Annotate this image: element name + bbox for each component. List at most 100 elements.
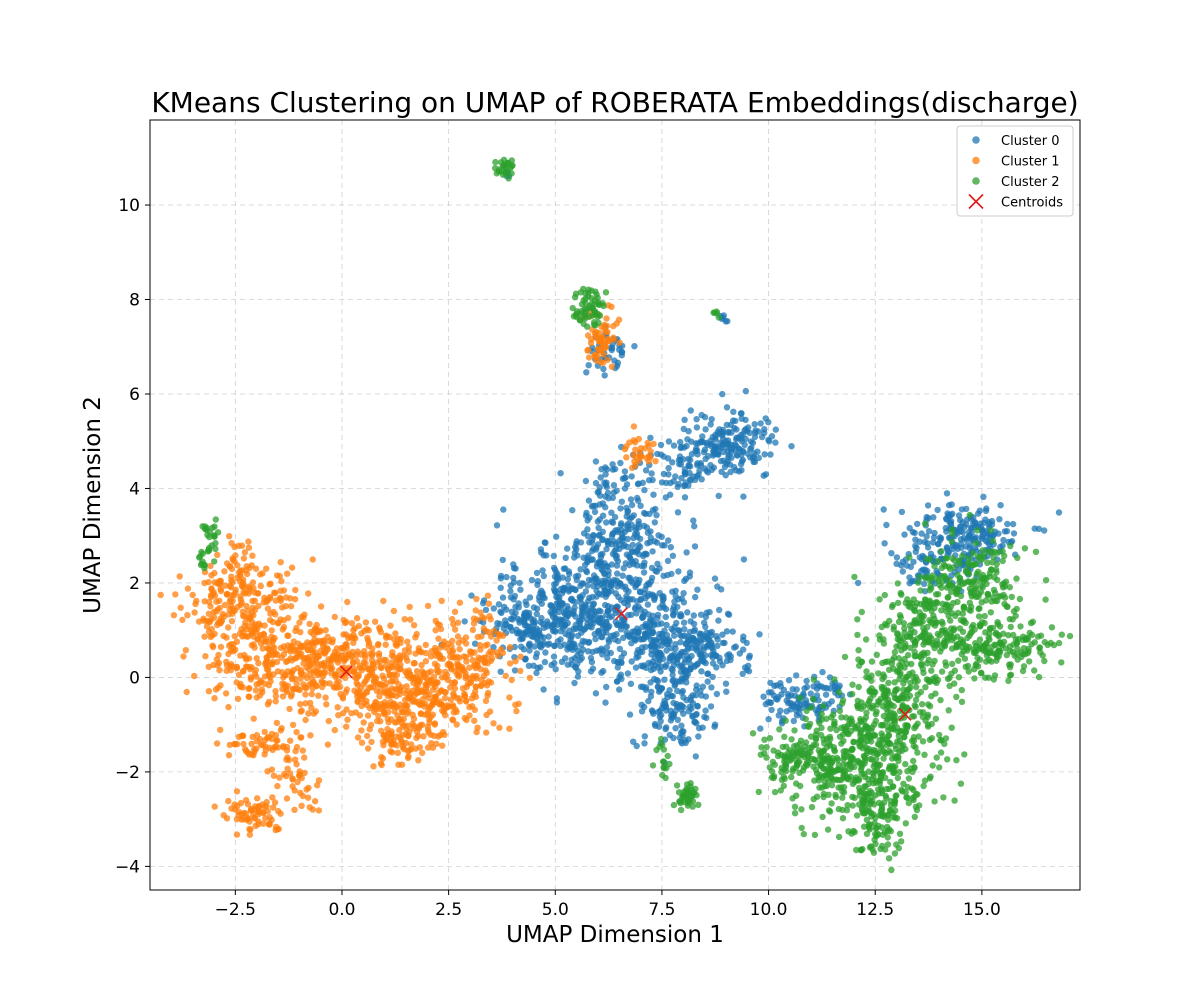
data-point xyxy=(693,686,700,693)
data-point xyxy=(364,634,371,642)
data-point xyxy=(896,661,903,669)
data-point xyxy=(932,591,940,598)
data-point xyxy=(690,517,697,524)
data-point xyxy=(483,669,490,677)
data-point xyxy=(921,538,928,546)
data-point xyxy=(719,426,727,434)
data-point xyxy=(900,780,907,787)
data-point xyxy=(250,715,257,722)
data-point xyxy=(664,557,672,565)
data-point xyxy=(772,695,780,702)
data-point xyxy=(602,464,609,471)
data-point xyxy=(643,582,650,589)
data-point xyxy=(284,570,291,577)
data-point xyxy=(616,537,624,544)
data-point xyxy=(217,587,225,595)
data-point xyxy=(690,628,698,635)
data-point xyxy=(322,694,329,701)
data-point xyxy=(887,701,895,709)
data-point xyxy=(468,592,475,599)
data-point xyxy=(912,703,919,710)
data-point xyxy=(879,675,886,683)
data-point xyxy=(985,650,992,657)
data-point xyxy=(550,653,558,660)
data-point xyxy=(623,454,630,461)
data-point xyxy=(961,751,968,758)
data-point xyxy=(657,441,665,449)
data-point xyxy=(589,556,596,563)
data-point xyxy=(898,508,906,516)
data-point xyxy=(936,731,943,739)
data-point xyxy=(462,674,469,682)
data-point xyxy=(441,668,449,676)
data-point xyxy=(875,822,882,830)
data-point xyxy=(297,670,305,678)
data-point xyxy=(740,646,747,653)
data-point xyxy=(364,732,371,740)
data-point xyxy=(711,575,719,582)
data-point xyxy=(637,606,644,613)
data-point xyxy=(635,579,642,587)
data-point xyxy=(617,505,624,512)
data-point xyxy=(266,616,274,624)
data-point xyxy=(862,783,869,790)
data-point xyxy=(916,573,923,581)
data-point xyxy=(873,651,880,658)
data-point xyxy=(647,616,654,623)
data-point xyxy=(891,850,899,857)
data-point xyxy=(602,699,609,706)
data-point xyxy=(526,594,534,601)
data-point xyxy=(614,664,621,671)
data-point xyxy=(640,635,648,643)
data-point xyxy=(485,678,492,685)
data-point xyxy=(407,616,414,623)
data-point xyxy=(723,460,730,467)
data-point xyxy=(984,590,991,598)
data-point xyxy=(906,574,913,581)
data-point xyxy=(355,622,363,630)
data-point xyxy=(217,726,224,734)
data-point xyxy=(951,667,959,674)
data-point xyxy=(249,597,256,605)
data-point xyxy=(570,608,577,615)
data-point xyxy=(293,624,300,632)
data-point xyxy=(320,662,328,669)
data-point xyxy=(283,594,290,601)
data-point xyxy=(591,330,599,337)
data-point xyxy=(955,674,963,681)
data-point xyxy=(362,619,370,626)
data-point xyxy=(302,716,309,724)
data-point xyxy=(623,629,630,636)
data-point xyxy=(1004,603,1011,610)
data-point xyxy=(646,510,653,518)
data-point xyxy=(299,747,306,754)
data-point xyxy=(910,734,918,741)
data-point xyxy=(996,649,1004,656)
data-point xyxy=(909,669,916,676)
data-point xyxy=(424,726,432,734)
data-point xyxy=(372,706,380,713)
data-point xyxy=(733,426,740,433)
data-point xyxy=(893,560,900,567)
data-point xyxy=(780,782,787,790)
data-point xyxy=(569,640,577,647)
data-point xyxy=(712,436,719,443)
data-point xyxy=(928,735,936,742)
data-point xyxy=(383,680,390,687)
data-point xyxy=(702,623,709,631)
data-point xyxy=(926,598,933,606)
data-point xyxy=(987,527,995,534)
data-point xyxy=(624,507,632,515)
data-point xyxy=(621,446,629,453)
data-point xyxy=(927,582,934,590)
data-point xyxy=(962,568,970,575)
data-point xyxy=(957,616,964,624)
data-point xyxy=(685,455,692,462)
data-point xyxy=(484,592,492,599)
data-point xyxy=(508,627,516,634)
data-point xyxy=(644,601,652,608)
data-point xyxy=(371,618,379,625)
data-point xyxy=(405,648,413,656)
data-point xyxy=(314,653,322,660)
data-point xyxy=(216,597,223,604)
